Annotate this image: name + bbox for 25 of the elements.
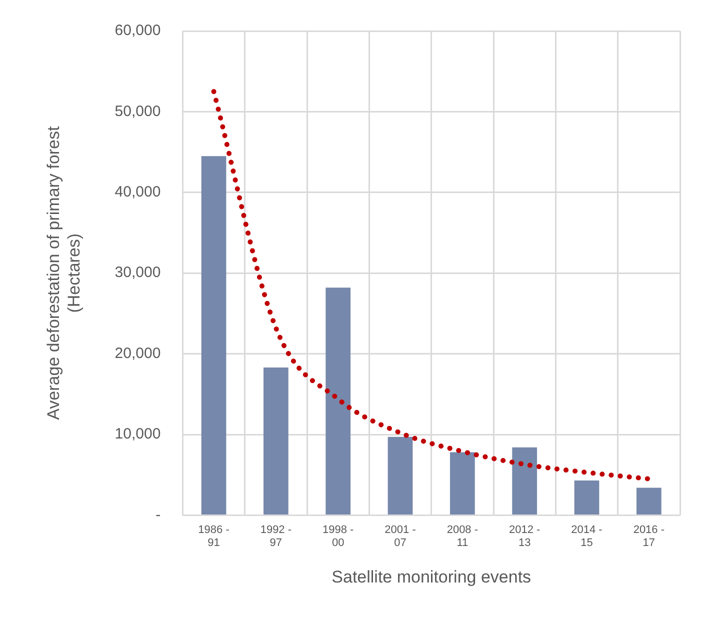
y-tick-label: 30,000 [114,264,161,282]
x-tick-label: 1992 - 97 [260,524,292,550]
y-tick-label: 60,000 [114,22,161,40]
bar [636,488,662,514]
x-tick-label: 2012 - 13 [508,524,541,550]
x-tick-label: 1986 - 91 [198,524,230,550]
bar [263,368,288,514]
y-tick-label: 40,000 [114,184,161,201]
bar [326,288,351,514]
y-tick-label: 20,000 [114,344,161,362]
bar [574,480,600,514]
x-tick-label: 2016 - 17 [633,524,665,550]
bar [388,436,413,514]
y-tick-label: - [156,506,161,524]
y-axis-title: Average deforestation of primary forest (Hectares) [44,126,84,420]
y-tick-label: 50,000 [114,102,161,120]
x-tick-label: 2008 - 11 [446,524,478,550]
bar [201,156,226,514]
y-tick-label: 10,000 [114,426,161,443]
x-tick-label: 1998 - 00 [322,524,354,550]
bar [512,447,538,514]
x-tick-label: 2001 - 07 [384,524,416,550]
x-tick-label: 2014 - 15 [571,524,603,550]
bar [450,452,475,514]
x-axis-title: Satellite monitoring events [332,567,532,586]
